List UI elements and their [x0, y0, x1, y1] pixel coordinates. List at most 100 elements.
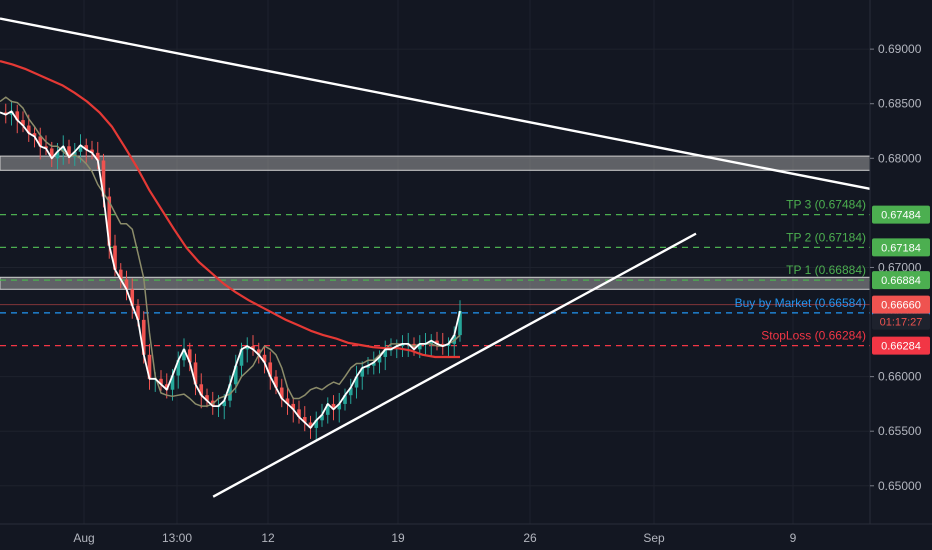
price-tick-label: 0.69000	[878, 42, 922, 56]
candle-body	[452, 335, 457, 344]
candle-body	[429, 340, 434, 344]
candle-body	[176, 360, 181, 376]
candle-body	[233, 365, 238, 385]
candle-body	[9, 111, 14, 115]
price-axis-panel[interactable]	[870, 0, 932, 524]
candle-body	[55, 151, 60, 159]
sr-zone[interactable]	[0, 276, 871, 290]
candle-body	[199, 384, 204, 396]
candle-body	[279, 387, 284, 399]
level-label-buy: Buy by Market (0.66584)	[735, 296, 866, 310]
price-tick-label: 0.68000	[878, 151, 922, 165]
candle-body	[366, 365, 370, 368]
candle-body	[325, 403, 330, 415]
price-tick-label: 0.66000	[878, 370, 922, 384]
level-badge-sl	[872, 336, 930, 355]
candle-body	[101, 160, 106, 197]
candle-body	[113, 245, 117, 270]
candle-body	[136, 305, 140, 320]
candle-body	[371, 362, 376, 366]
candle-body	[118, 269, 123, 280]
level-badge-text-tp1: 0.66884	[881, 275, 921, 287]
candle-body	[308, 422, 313, 428]
level-badge-text-sl: 0.66284	[881, 341, 921, 353]
time-tick-label: 9	[790, 531, 797, 545]
candle-body	[38, 136, 43, 147]
candle-body	[337, 403, 342, 410]
level-badge-text-tp2: 0.67184	[881, 242, 921, 254]
candle-body	[400, 343, 405, 347]
candle-body	[49, 148, 54, 159]
candle-body	[67, 146, 71, 158]
time-tick-label: Sep	[643, 531, 665, 545]
candle-body	[383, 349, 388, 357]
time-tick-label: 12	[261, 531, 275, 545]
candle-body	[458, 311, 462, 336]
candle-body	[84, 145, 89, 150]
candle-body	[3, 112, 8, 115]
candle-body	[446, 343, 451, 347]
time-tick-label: Aug	[73, 531, 94, 545]
price-tick-label: 0.65000	[878, 479, 922, 493]
candle-body	[440, 343, 445, 347]
candle-body	[44, 146, 48, 149]
indicator-lines	[0, 60, 461, 429]
time-axis-panel[interactable]	[0, 524, 932, 550]
candle-body	[348, 387, 353, 396]
time-axis-ticks: Aug 13:00 12 19 26 Sep 9	[73, 531, 796, 545]
candle-body	[107, 196, 112, 246]
ma-slow-line	[0, 60, 460, 359]
candle-body	[32, 133, 37, 137]
time-tick-label: 26	[523, 531, 537, 545]
level-badge-text-tp3: 0.67484	[881, 210, 921, 222]
price-axis-ticks: 0.69000 0.68500 0.68000 0.67000 0.66000 0.655…	[870, 42, 922, 493]
trade-levels: TP 3 (0.67484) TP 2 (0.67184) TP 1 (0.6688…	[0, 198, 870, 347]
candle-body	[302, 417, 307, 423]
candle-body	[170, 375, 175, 390]
trendlines[interactable]	[0, 17, 871, 498]
level-badge-tp2	[872, 238, 930, 257]
level-label-sl: StopLoss (0.66284)	[761, 329, 866, 343]
candle-body	[90, 149, 94, 153]
candle-body	[274, 376, 278, 388]
last-price-badge	[872, 295, 930, 314]
candle-body	[239, 349, 244, 366]
candle-body	[130, 289, 135, 306]
candle-body	[95, 152, 100, 161]
trendline-2[interactable]	[212, 232, 697, 498]
trendline-1[interactable]	[0, 17, 871, 191]
candle-body	[320, 414, 324, 421]
candle-body	[61, 146, 66, 152]
candle-body	[193, 362, 198, 385]
candle-body	[182, 349, 186, 361]
candle-body	[291, 403, 296, 410]
candle-body	[78, 145, 83, 152]
level-label-tp3: TP 3 (0.67484)	[786, 198, 866, 212]
level-label-tp1: TP 1 (0.66884)	[786, 263, 866, 277]
candle-body	[15, 111, 20, 121]
candle-body	[141, 319, 146, 355]
candle-body	[21, 120, 25, 126]
level-badge-tp1	[872, 271, 930, 290]
time-tick-label: 19	[391, 531, 405, 545]
candle-body	[256, 349, 261, 355]
candle-body	[262, 354, 267, 363]
price-axis-badges: 0.674840.671840.668840.665840.662840.666…	[872, 205, 930, 355]
candle-body	[354, 376, 359, 388]
candle-body	[228, 384, 232, 401]
candle-body	[343, 395, 347, 404]
candle-body	[187, 349, 192, 363]
candle-body	[297, 409, 301, 418]
price-line	[0, 110, 461, 429]
candle-body	[314, 420, 319, 428]
candle-body	[268, 362, 273, 377]
candle-body	[245, 346, 250, 350]
candle-body	[147, 354, 152, 379]
candle-body	[377, 356, 382, 363]
candle-body	[331, 403, 336, 410]
candle-body	[26, 125, 31, 134]
candle-body	[435, 340, 439, 344]
candle-body	[205, 395, 209, 401]
